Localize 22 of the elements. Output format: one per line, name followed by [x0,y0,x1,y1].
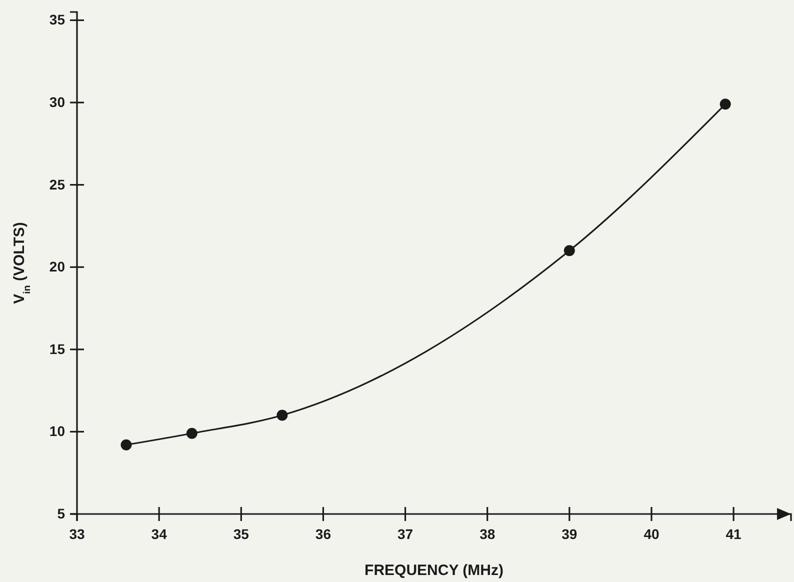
x-tick-label: 40 [644,526,660,542]
point [276,410,288,421]
point [720,98,731,110]
y-tick-label: 10 [49,423,66,440]
y-tick-label: 20 [49,258,66,275]
x-tick-label: 39 [562,526,578,542]
x-tick-label: 41 [726,526,742,542]
point [120,439,132,450]
y-tick-label: 30 [49,94,66,110]
x-tick-label: 38 [480,526,496,542]
x-tick-label: 34 [151,526,168,542]
x-tick-label: 33 [69,526,85,542]
x-axis-title: FREQUENCY (MHz) [364,562,504,579]
point [564,245,575,256]
x-tick-label: 35 [233,526,250,542]
y-tick-label: 35 [49,12,66,28]
y-tick-label: 15 [49,340,66,357]
point [186,428,198,439]
x-tick-label: 36 [315,526,332,542]
x-tick-label: 37 [397,526,414,542]
y-tick-label: 5 [57,505,66,522]
y-tick-label: 25 [49,176,66,192]
